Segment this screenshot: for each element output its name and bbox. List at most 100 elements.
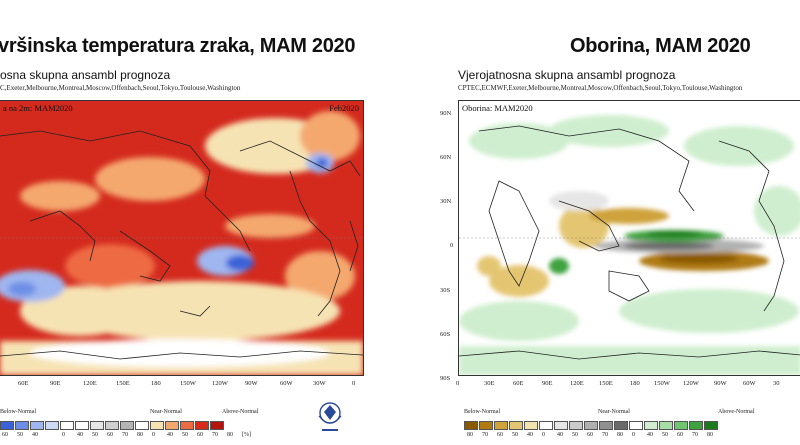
scale-number: 0 <box>152 432 155 438</box>
above-normal-label: Above-Normal <box>222 409 259 415</box>
wmo-logo-icon <box>318 402 342 431</box>
lon-tick: 30 <box>773 380 780 387</box>
lat-tick: 90N <box>440 110 452 117</box>
lat-tick: 30S <box>440 287 451 294</box>
scale-number: 40 <box>167 432 173 438</box>
scale-swatch <box>464 421 478 430</box>
lon-tick: 150W <box>654 380 670 387</box>
precipitation-panel: Oborina, MAM 2020 Vjerojatnosna skupna a… <box>418 0 800 445</box>
lon-tick: 60E <box>513 380 524 387</box>
scale-swatch <box>689 421 703 430</box>
above-normal-label: Above-Normal <box>718 409 755 415</box>
scale-number: 60 <box>587 432 593 438</box>
lat-tick: 60N <box>440 154 452 161</box>
scale-number: 60 <box>497 432 503 438</box>
lon-tick: 60W <box>280 380 293 387</box>
lon-tick: 0 <box>456 380 460 387</box>
scale-swatch <box>644 421 658 430</box>
scale-number: 0 <box>62 432 65 438</box>
lon-tick: 90W <box>714 380 727 387</box>
scale-number: 50 <box>662 432 668 438</box>
lon-tick: 90W <box>245 380 258 387</box>
scale-number: 50 <box>572 432 578 438</box>
scale-swatch <box>135 421 149 430</box>
scale-number: 70 <box>212 432 218 438</box>
lon-tick: 150E <box>599 380 613 387</box>
scale-number: 70 <box>122 432 128 438</box>
scale-swatch <box>210 421 224 430</box>
lon-tick: 150E <box>116 380 130 387</box>
precipitation-subtitle: Vjerojatnosna skupna ansambl prognoza <box>458 68 676 82</box>
lon-tick: 90E <box>542 380 553 387</box>
scale-number: 60 <box>107 432 113 438</box>
precipitation-field <box>459 101 800 375</box>
below-normal-label: Below-Normal <box>0 409 36 415</box>
temperature-panel: vršinska temperatura zraka, MAM 2020 osn… <box>0 0 392 445</box>
scale-swatch <box>659 421 673 430</box>
lat-tick: 90S <box>440 375 451 382</box>
scale-number: 70 <box>482 432 488 438</box>
scale-number: 80 <box>227 432 233 438</box>
scale-number: 80 <box>137 432 143 438</box>
scale-swatch <box>539 421 553 430</box>
scale-number: 50 <box>182 432 188 438</box>
scale-swatch <box>75 421 89 430</box>
scale-number: 70 <box>692 432 698 438</box>
near-normal-label: Near-Normal <box>598 409 630 415</box>
scale-number: 40 <box>557 432 563 438</box>
temperature-title: vršinska temperatura zraka, MAM 2020 <box>0 35 356 57</box>
temperature-map-label: a na 2m: MAM2020 <box>3 103 73 113</box>
scale-swatch <box>120 421 134 430</box>
scale-swatch <box>599 421 613 430</box>
scale-swatch <box>554 421 568 430</box>
scale-number: 60 <box>677 432 683 438</box>
precipitation-map-label: Oborina: MAM2020 <box>462 103 533 113</box>
scale-number: 80 <box>467 432 473 438</box>
scale-swatch <box>180 421 194 430</box>
lat-tick: 60S <box>440 331 451 338</box>
lon-tick: 60W <box>743 380 756 387</box>
scale-swatch <box>195 421 209 430</box>
scale-swatch <box>674 421 688 430</box>
lon-tick: 120W <box>683 380 699 387</box>
scale-number: [%] <box>242 432 251 438</box>
scale-swatch <box>0 421 14 430</box>
scale-number: 80 <box>707 432 713 438</box>
scale-swatch <box>45 421 59 430</box>
scale-swatch <box>165 421 179 430</box>
below-normal-label: Below-Normal <box>464 409 500 415</box>
lon-tick: 150W <box>180 380 196 387</box>
scale-swatch <box>105 421 119 430</box>
lon-tick: 60E <box>18 380 29 387</box>
scale-swatch <box>15 421 29 430</box>
scale-number: 40 <box>647 432 653 438</box>
lat-tick: 0 <box>450 242 454 249</box>
precipitation-map: Oborina: MAM2020 <box>458 100 800 376</box>
temperature-scale <box>0 421 225 430</box>
scale-number: 40 <box>527 432 533 438</box>
scale-swatch <box>509 421 523 430</box>
lon-tick: 180 <box>151 380 161 387</box>
scale-swatch <box>614 421 628 430</box>
precipitation-centres: CPTEC,ECMWF,Exeter,Melbourne,Montreal,Mo… <box>458 84 743 92</box>
scale-swatch <box>494 421 508 430</box>
lon-tick: 30E <box>484 380 495 387</box>
near-normal-label: Near-Normal <box>150 409 182 415</box>
lon-tick: 120E <box>83 380 97 387</box>
scale-swatch <box>704 421 718 430</box>
scale-number: 50 <box>512 432 518 438</box>
scale-number: 60 <box>2 432 8 438</box>
scale-number: 0 <box>542 432 545 438</box>
scale-number: 50 <box>92 432 98 438</box>
scale-swatch <box>60 421 74 430</box>
lon-tick: 0 <box>352 380 356 387</box>
scale-swatch <box>90 421 104 430</box>
temperature-subtitle: osna skupna ansambl prognoza <box>0 68 171 82</box>
lon-tick: 30W <box>313 380 326 387</box>
scale-swatch <box>30 421 44 430</box>
scale-number: 70 <box>602 432 608 438</box>
scale-number: 40 <box>77 432 83 438</box>
lon-tick: 120E <box>570 380 584 387</box>
precipitation-title: Oborina, MAM 2020 <box>570 35 751 57</box>
scale-number: 60 <box>197 432 203 438</box>
